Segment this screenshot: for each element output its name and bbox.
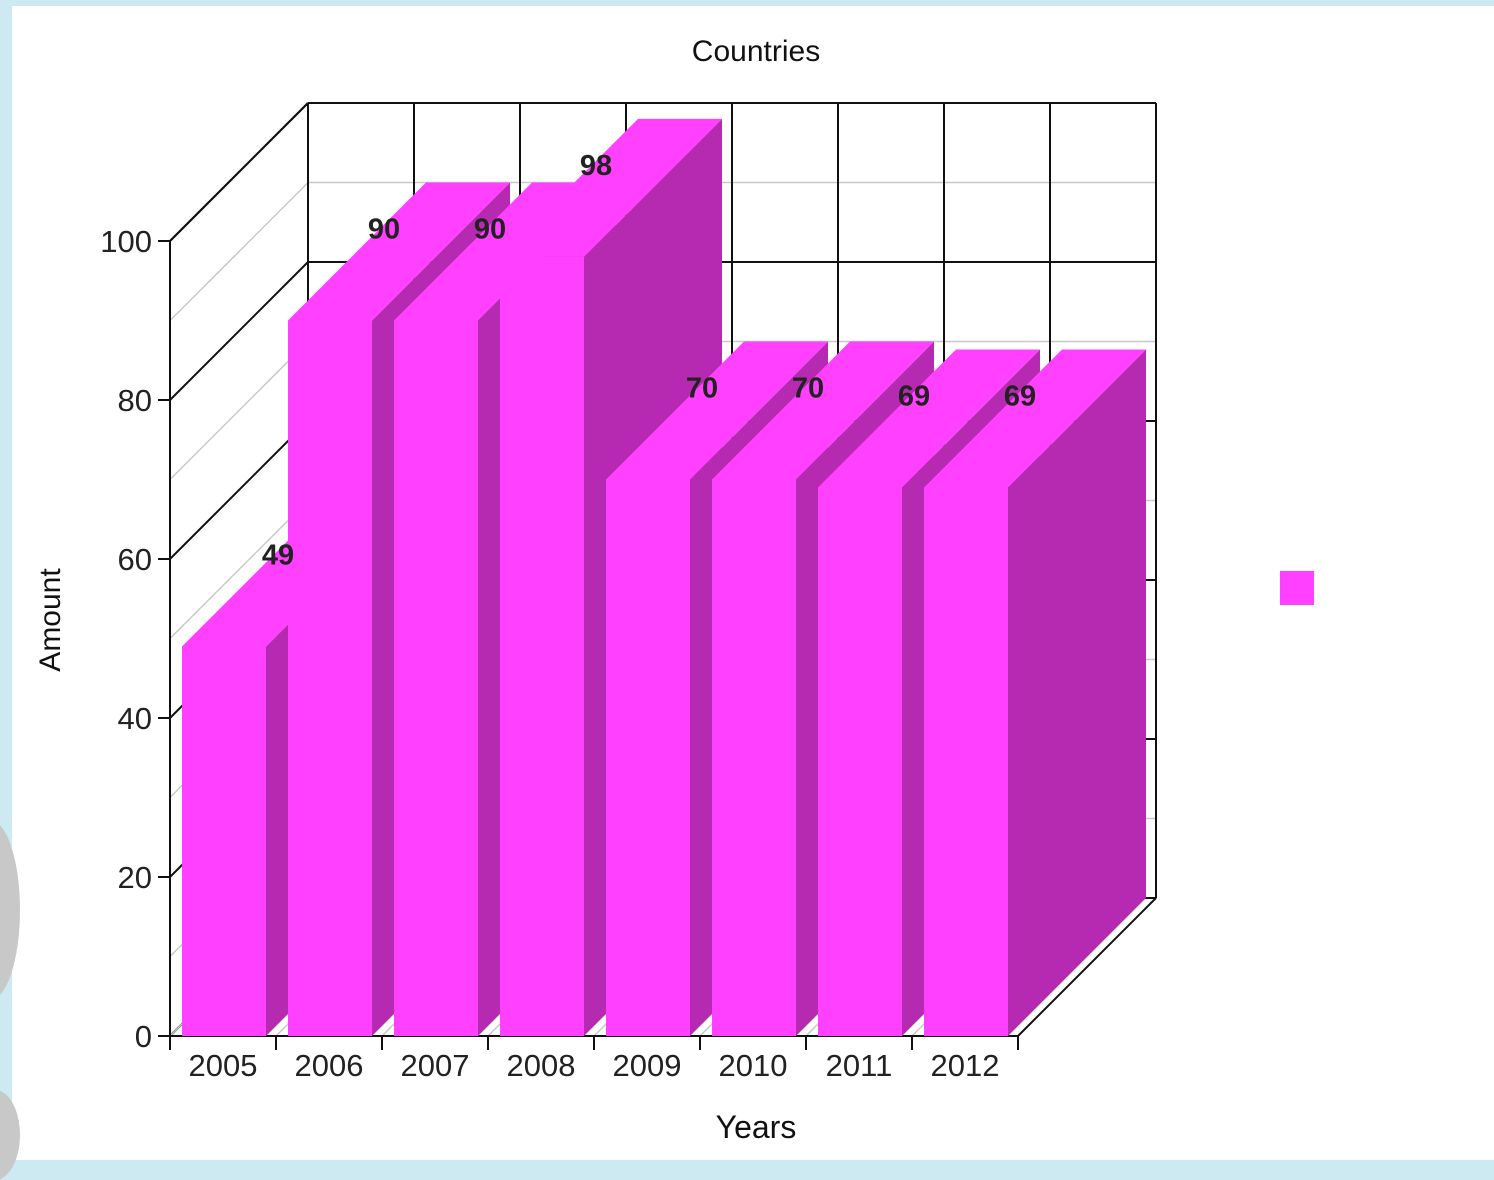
x-tick-label: 2006 (295, 1048, 364, 1083)
legend-swatch (1280, 571, 1314, 605)
bar-front (924, 487, 1008, 1036)
y-tick-label: 0 (135, 1019, 152, 1054)
y-tick-label: 40 (118, 701, 152, 736)
bar-front (712, 479, 796, 1036)
x-tick-label: 2008 (507, 1048, 576, 1083)
bar-front (288, 320, 372, 1036)
gridline (169, 181, 309, 322)
chart-panel: Countries Years Amount 0 20 40 60 80 100 2005 2… (12, 6, 1494, 1160)
background-decoration (0, 1090, 20, 1180)
x-tick-label: 2005 (189, 1048, 258, 1083)
data-labels: 49 90 90 98 70 70 69 69 (262, 150, 1036, 572)
floor-edge (1017, 897, 1157, 1037)
bars (182, 118, 1146, 1036)
data-label: 98 (580, 150, 612, 182)
x-tick-label: 2010 (719, 1048, 788, 1083)
y-tick-label: 20 (118, 860, 152, 895)
y-tick-label: 100 (100, 224, 152, 259)
bar-top (818, 349, 1040, 488)
data-label: 49 (262, 539, 294, 571)
bar-side (1008, 349, 1146, 1036)
bar-top (924, 349, 1146, 488)
data-label: 90 (474, 214, 506, 246)
data-label: 69 (898, 380, 930, 412)
bar (924, 349, 1146, 1036)
data-label: 69 (1004, 380, 1036, 412)
x-tick-label: 2012 (931, 1048, 1000, 1083)
data-label: 90 (368, 214, 400, 246)
y-axis-label: Amount (34, 568, 67, 672)
data-label: 70 (686, 373, 718, 405)
chart-title: Countries (692, 35, 820, 68)
gridline (169, 340, 309, 481)
bar-front (818, 487, 902, 1036)
x-axis-label: Years (716, 1109, 797, 1145)
bar-top (500, 118, 722, 257)
bar-chart-3d: Countries Years Amount 0 20 40 60 80 100 2005 2… (34, 35, 1314, 1145)
background-decoration (0, 820, 20, 1000)
gridline (169, 261, 309, 401)
bar-front (606, 479, 690, 1036)
data-label: 70 (792, 373, 824, 405)
wall-edge (169, 102, 309, 242)
bar-front (182, 646, 266, 1036)
y-tick-label: 80 (118, 383, 152, 418)
x-tick-label: 2009 (613, 1048, 682, 1083)
bar-top (288, 182, 510, 321)
bar-top (712, 341, 934, 480)
x-tick-label: 2011 (826, 1048, 893, 1083)
bar-front (500, 256, 584, 1036)
axes: 0 20 40 60 80 100 2005 2006 2007 2008 2009 2010 2011… (100, 102, 1157, 1083)
bar-front (394, 320, 478, 1036)
x-tick-label: 2007 (401, 1048, 470, 1083)
bar-top (606, 341, 828, 480)
gridline (169, 420, 309, 560)
gridline (169, 499, 309, 640)
y-tick-label: 60 (118, 542, 152, 577)
